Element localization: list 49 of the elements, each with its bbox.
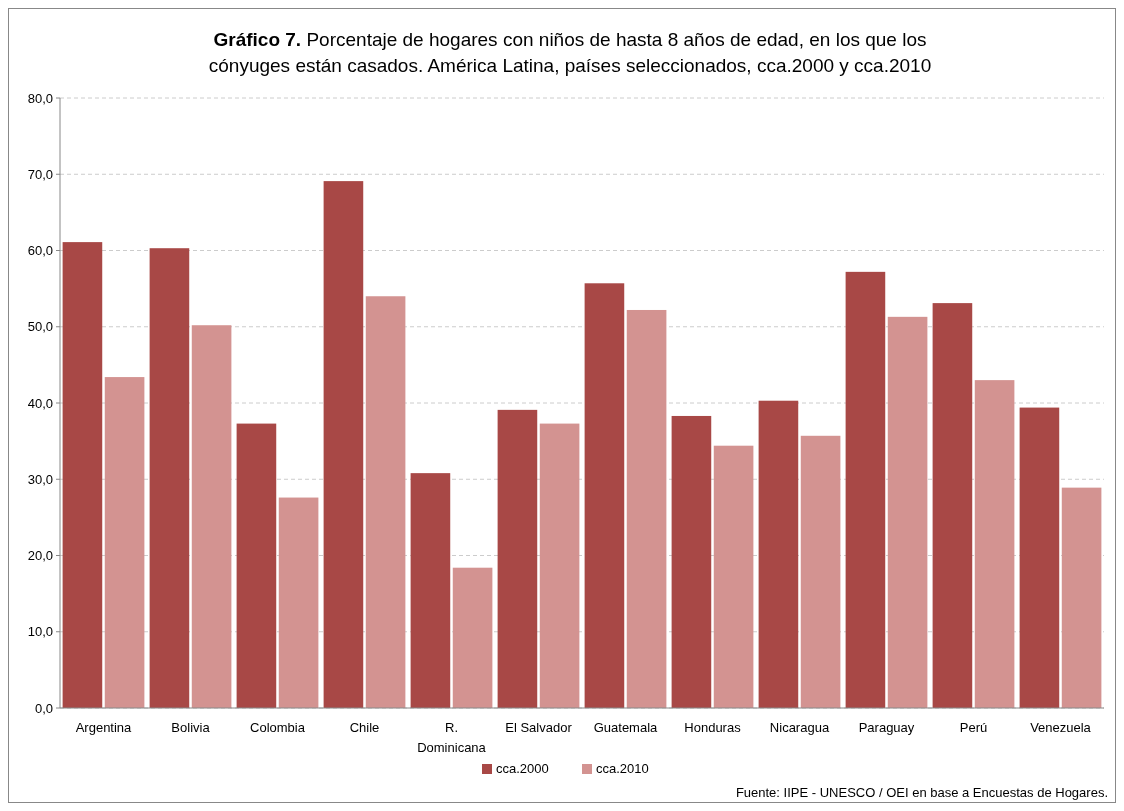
y-tick-label: 70,0 [27, 166, 53, 182]
y-tick-label: 10,0 [27, 624, 53, 640]
bar [671, 415, 712, 708]
bar [887, 316, 928, 708]
x-tick-label: Nicaragua [769, 720, 830, 735]
bar [104, 377, 145, 708]
bar [626, 309, 667, 708]
x-tick-label: Perú [959, 720, 988, 735]
x-tick-label: Guatemala [593, 720, 659, 735]
bar [236, 423, 277, 708]
legend-label: cca.2010 [596, 761, 649, 776]
bar [62, 242, 103, 708]
source-note: Fuente: IIPE - UNESCO / OEI en base a Encuestas de Hogares. [735, 785, 1108, 800]
bar [932, 303, 973, 708]
x-tick-label: Honduras [684, 720, 742, 735]
y-tick-label: 0,0 [34, 700, 53, 716]
x-tick-label: El Salvador [505, 720, 573, 735]
x-tick-label: Paraguay [858, 720, 915, 735]
bar [800, 435, 841, 708]
y-tick-label: 80,0 [27, 90, 53, 106]
chart-title: Gráfico 7. Porcentaje de hogares con niños de hasta 8 años de edad, en los que los cónyuges están casados. América Latina, países seleccionados, cca.2000 y cca.2010 [208, 29, 932, 76]
legend-label: cca.2000 [496, 761, 549, 776]
bar [1061, 487, 1102, 708]
bar [1019, 407, 1060, 708]
bar [584, 283, 625, 708]
y-tick-label: 30,0 [27, 471, 53, 487]
bar [713, 445, 754, 708]
y-tick-label: 40,0 [27, 395, 53, 411]
bar [452, 567, 493, 708]
bar [845, 271, 886, 708]
x-tick-label: Venezuela [1030, 720, 1092, 735]
x-tick-label: Colombia [250, 720, 306, 735]
bar [497, 409, 538, 708]
bar [323, 181, 364, 708]
y-tick-label: 20,0 [27, 548, 53, 564]
y-tick-label: 50,0 [27, 319, 53, 335]
bar [149, 248, 190, 708]
bar [410, 473, 451, 708]
x-tick-label: Bolivia [171, 720, 211, 735]
bar [974, 380, 1015, 708]
x-tick-label: Argentina [75, 720, 133, 735]
bar [278, 497, 319, 708]
x-tick-label: Chile [349, 720, 380, 735]
bar [539, 423, 580, 708]
bar [758, 400, 799, 708]
bar [365, 296, 406, 708]
bar [191, 325, 232, 708]
y-tick-label: 60,0 [27, 243, 53, 259]
x-tick-label: R. Dominicana [417, 720, 487, 755]
